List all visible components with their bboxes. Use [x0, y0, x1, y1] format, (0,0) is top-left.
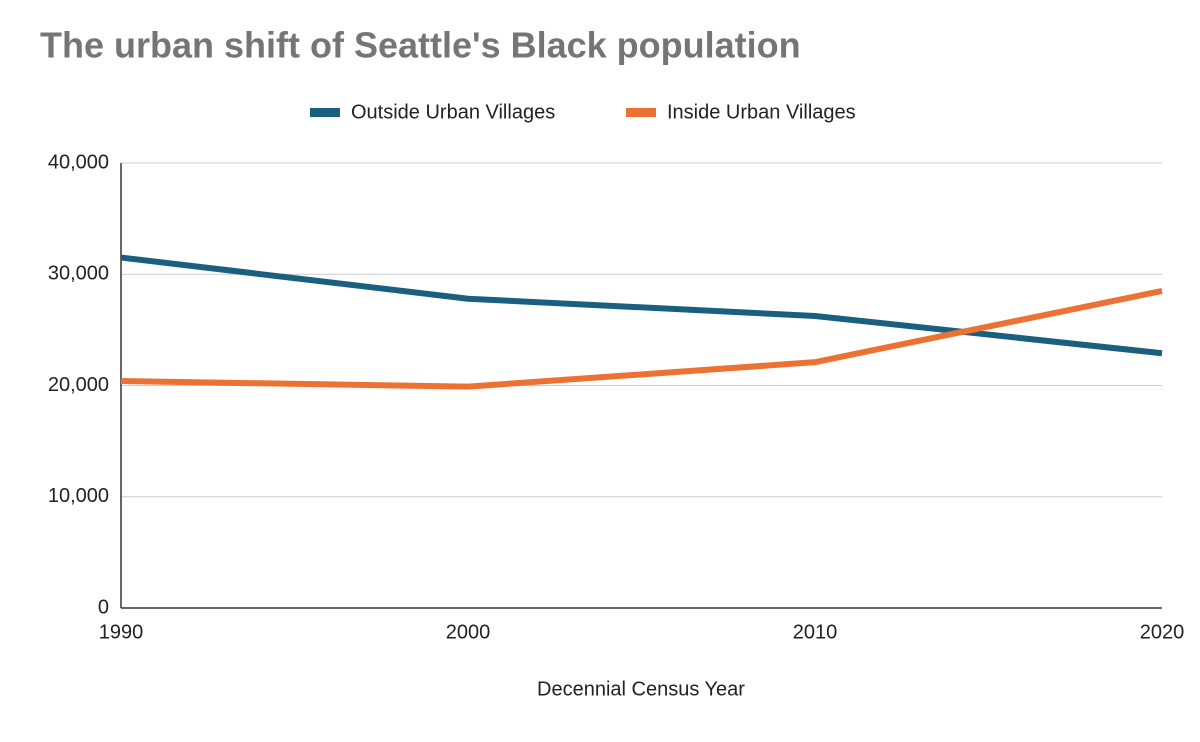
x-tick-label: 2000: [446, 621, 491, 643]
legend-label: Outside Urban Villages: [351, 101, 555, 123]
y-tick-label: 10,000: [48, 485, 109, 507]
y-tick-label: 30,000: [48, 263, 109, 285]
x-tick-label: 2020: [1140, 621, 1185, 643]
legend-label: Inside Urban Villages: [667, 101, 856, 123]
y-tick-label: 0: [98, 596, 109, 618]
series-line: [120, 287, 1163, 390]
legend-swatch: [626, 108, 656, 117]
x-tick-label: 1990: [99, 621, 144, 643]
y-tick-label: 40,000: [48, 151, 109, 173]
x-axis-label: Decennial Census Year: [537, 678, 745, 700]
legend-swatch: [310, 108, 340, 117]
y-tick-label: 20,000: [48, 374, 109, 396]
chart-title: The urban shift of Seattle's Black popul…: [40, 25, 801, 66]
x-tick-label: 2010: [793, 621, 838, 643]
series-line: [120, 254, 1163, 357]
